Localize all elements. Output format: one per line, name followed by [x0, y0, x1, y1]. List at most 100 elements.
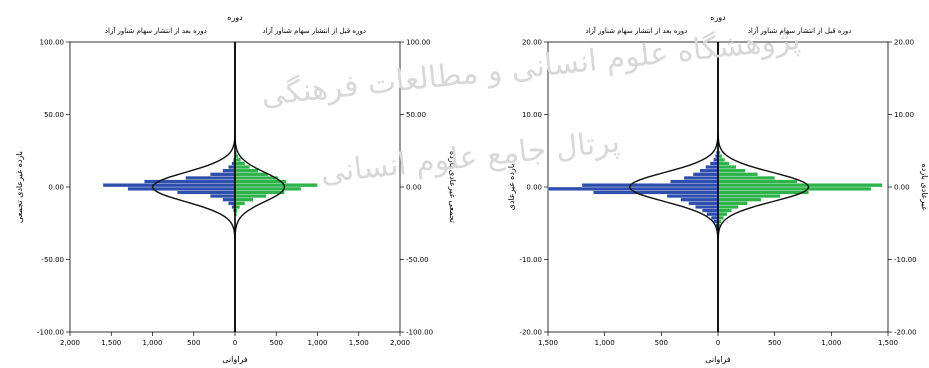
histogram-bar-right — [234, 157, 241, 162]
histogram-bar-left — [692, 172, 719, 177]
x-tick-label: 1,500 — [349, 339, 369, 347]
x-tick-label: 0 — [716, 339, 720, 347]
histogram-bar-left — [699, 168, 719, 173]
chart-panel-2: دوره دوره بعد از انتشار سهام شناور آزاد دو… — [507, 13, 929, 364]
y-tick-label-right: -10.00 — [894, 256, 917, 264]
histogram-bar-left — [680, 197, 719, 202]
chart-panel-1: دوره دوره بعد از انتشار سهام شناور آزاد دو… — [15, 13, 457, 364]
histogram-bar-right — [717, 212, 728, 217]
histogram-bar-right — [717, 165, 737, 170]
y-tick-label-right: 0.00 — [894, 184, 910, 192]
histogram-bar-right — [717, 161, 730, 166]
histogram-bar-left — [688, 201, 719, 206]
histogram-bar-right — [717, 157, 725, 162]
x-tick-label: 500 — [768, 339, 781, 347]
chart-title: دوره — [227, 13, 243, 22]
histogram-bar-right — [234, 201, 246, 206]
histogram-bar-right — [234, 175, 279, 180]
y-tick-label-left: -20.00 — [519, 329, 542, 337]
x-tick-label: 1,000 — [142, 339, 162, 347]
x-tick-label: 0 — [233, 339, 237, 347]
chart-title: دوره — [710, 13, 726, 22]
x-tick-label: 1,000 — [595, 339, 615, 347]
y-tick-label-left: -50.00 — [41, 256, 64, 264]
x-tick-label: 1,500 — [101, 339, 121, 347]
histogram-bar-right — [717, 168, 746, 173]
histogram-bar-left — [695, 204, 719, 209]
legend-left-group: دوره بعد از انتشار سهام شناور آزاد — [585, 26, 687, 35]
histogram-bar-right — [717, 186, 872, 191]
x-tick-label: 1,500 — [878, 339, 898, 347]
x-axis-label: فراوانی — [705, 355, 731, 364]
histogram-bar-right — [717, 175, 775, 180]
histogram-bar-left — [228, 201, 236, 206]
histogram-bar-right — [234, 183, 318, 188]
y-axis-label-left: بازده غیرعادی تجمعی — [15, 151, 24, 223]
histogram-bar-left — [709, 161, 719, 166]
x-tick-label: 2,000 — [390, 339, 410, 347]
x-tick-label: 1,500 — [538, 339, 558, 347]
histogram-bar-left — [593, 190, 719, 195]
x-axis-label: فراوانی — [222, 355, 248, 364]
histogram-bar-left — [670, 179, 719, 184]
y-tick-label-left: 100.00 — [40, 39, 65, 47]
y-tick-label-left: 20.00 — [522, 39, 542, 47]
histogram-bar-left — [705, 165, 719, 170]
histogram-bar-right — [234, 197, 254, 202]
histogram-bar-right — [717, 197, 762, 202]
histogram-bar-left — [711, 215, 719, 220]
histogram-bar-left — [102, 183, 236, 188]
histogram-bar-right — [717, 201, 748, 206]
histogram-bar-right — [234, 194, 267, 199]
y-tick-label-left: 10.00 — [522, 111, 542, 119]
y-tick-label-right: 100.00 — [406, 39, 431, 47]
histogram-bar-right — [234, 186, 302, 191]
histogram-bar-left — [581, 183, 719, 188]
x-tick-label: 1,000 — [307, 339, 327, 347]
y-tick-label-left: 50.00 — [44, 111, 64, 119]
histogram-bar-right — [717, 204, 739, 209]
y-axis-label-right: تجمعی غیرعادی بازده — [448, 151, 457, 223]
histogram-bar-left — [228, 165, 236, 170]
y-tick-label-right: 10.00 — [894, 111, 914, 119]
y-tick-label-right: 20.00 — [894, 39, 914, 47]
y-tick-label-right: 0.00 — [406, 184, 422, 192]
histogram-bar-left — [177, 190, 236, 195]
histogram-bar-left — [185, 175, 236, 180]
histogram-bar-right — [234, 165, 250, 170]
y-tick-label-right: -100.00 — [406, 329, 433, 337]
x-tick-label: 1,000 — [821, 339, 841, 347]
histogram-bar-right — [717, 183, 883, 188]
histogram-bar-right — [717, 179, 798, 184]
histogram-bar-right — [234, 190, 285, 195]
y-tick-label-left: -100.00 — [37, 329, 64, 337]
histogram-bar-left — [683, 175, 719, 180]
histogram-bar-right — [717, 194, 781, 199]
legend-left-group: دوره بعد از انتشار سهام شناور آزاد — [105, 26, 207, 35]
x-tick-label: 500 — [187, 339, 200, 347]
y-tick-label-right: 50.00 — [406, 111, 426, 119]
histogram-bar-right — [717, 215, 724, 220]
y-axis-label-right: غیرعادی بازده — [920, 164, 929, 211]
histogram-bar-right — [717, 172, 758, 177]
y-axis-label-left: بازده غیرعادی — [507, 164, 516, 211]
histogram-bar-right — [234, 172, 269, 177]
x-tick-label: 500 — [270, 339, 283, 347]
x-tick-label: 500 — [655, 339, 668, 347]
histogram-bar-left — [127, 186, 236, 191]
histogram-bar-right — [234, 168, 259, 173]
x-tick-label: 2,000 — [60, 339, 80, 347]
y-tick-label-right: -20.00 — [894, 329, 917, 337]
histogram-bar-left — [210, 194, 236, 199]
histogram-bar-left — [222, 197, 236, 202]
histogram-bar-left — [666, 194, 719, 199]
histogram-bar-left — [210, 172, 236, 177]
y-tick-label-right: -50.00 — [406, 256, 429, 264]
histogram-bar-right — [717, 208, 732, 213]
histogram-bar-right — [717, 190, 809, 195]
legend-right-group: دوره قبل از انتشار سهام شناور آزاد — [748, 26, 852, 35]
histogram-bar-right — [234, 161, 246, 166]
y-tick-label-left: 0.00 — [526, 184, 542, 192]
histogram-bar-left — [222, 168, 236, 173]
